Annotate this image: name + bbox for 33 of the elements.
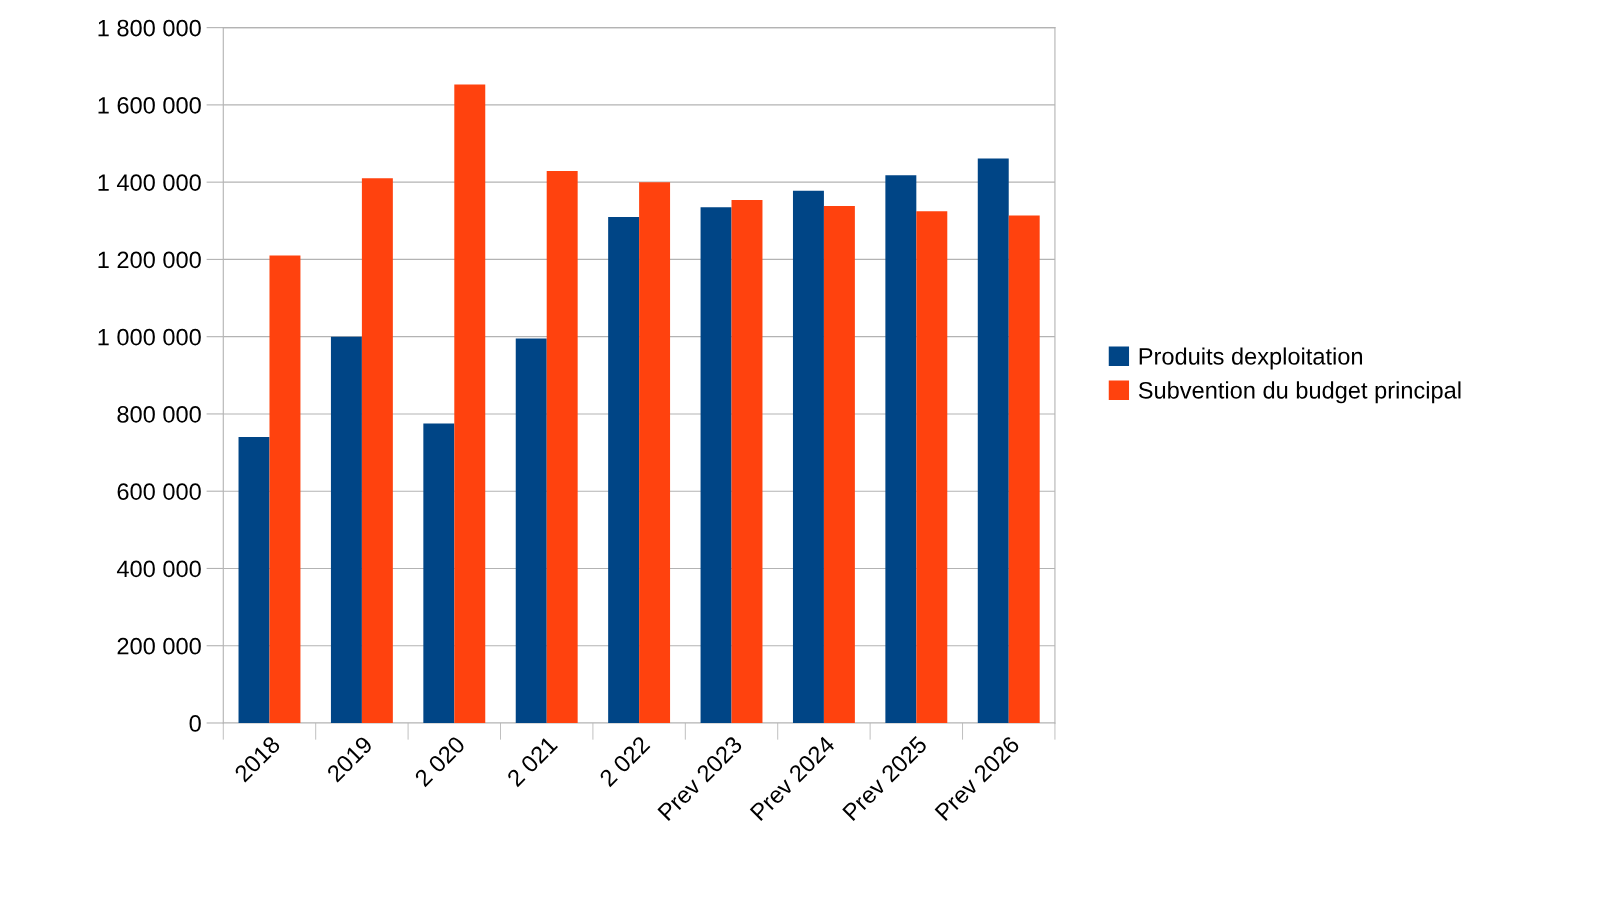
bar	[330, 336, 362, 723]
x-tick-label: 2 021	[506, 735, 559, 788]
bar	[700, 207, 732, 723]
y-tick-label: 1 800 000	[98, 19, 201, 37]
bar	[823, 206, 855, 723]
y-tick-label: 1 400 000	[98, 174, 201, 191]
bar	[454, 84, 486, 723]
y-tick-label: 400 000	[116, 560, 201, 578]
bar	[731, 199, 763, 723]
legend-label: Produits dexploitation	[1139, 347, 1363, 370]
y-tick-label: 1 600 000	[98, 96, 201, 114]
y-tick-label: 200 000	[117, 637, 201, 655]
legend-label: Subvention du budget principal	[1138, 381, 1461, 404]
x-tick-label: 2 022	[598, 735, 651, 788]
bar	[546, 170, 578, 723]
bar	[515, 338, 547, 723]
bar	[608, 216, 640, 723]
y-tick-label: 800 000	[117, 406, 201, 423]
bar	[792, 190, 824, 723]
x-tick-label: 2 020	[413, 735, 466, 788]
bar	[1008, 215, 1040, 723]
bar	[916, 211, 948, 723]
y-tick-label: 1 200 000	[98, 251, 201, 269]
bar	[977, 158, 1009, 723]
bar	[423, 423, 455, 723]
bar	[361, 178, 393, 723]
y-tick-label: 1 000 000	[98, 328, 201, 346]
bar	[269, 255, 301, 723]
y-tick-label: 0	[189, 715, 201, 732]
bar	[639, 182, 671, 723]
bar	[238, 437, 270, 723]
bar	[885, 175, 917, 723]
y-tick-label: 600 000	[117, 483, 201, 500]
